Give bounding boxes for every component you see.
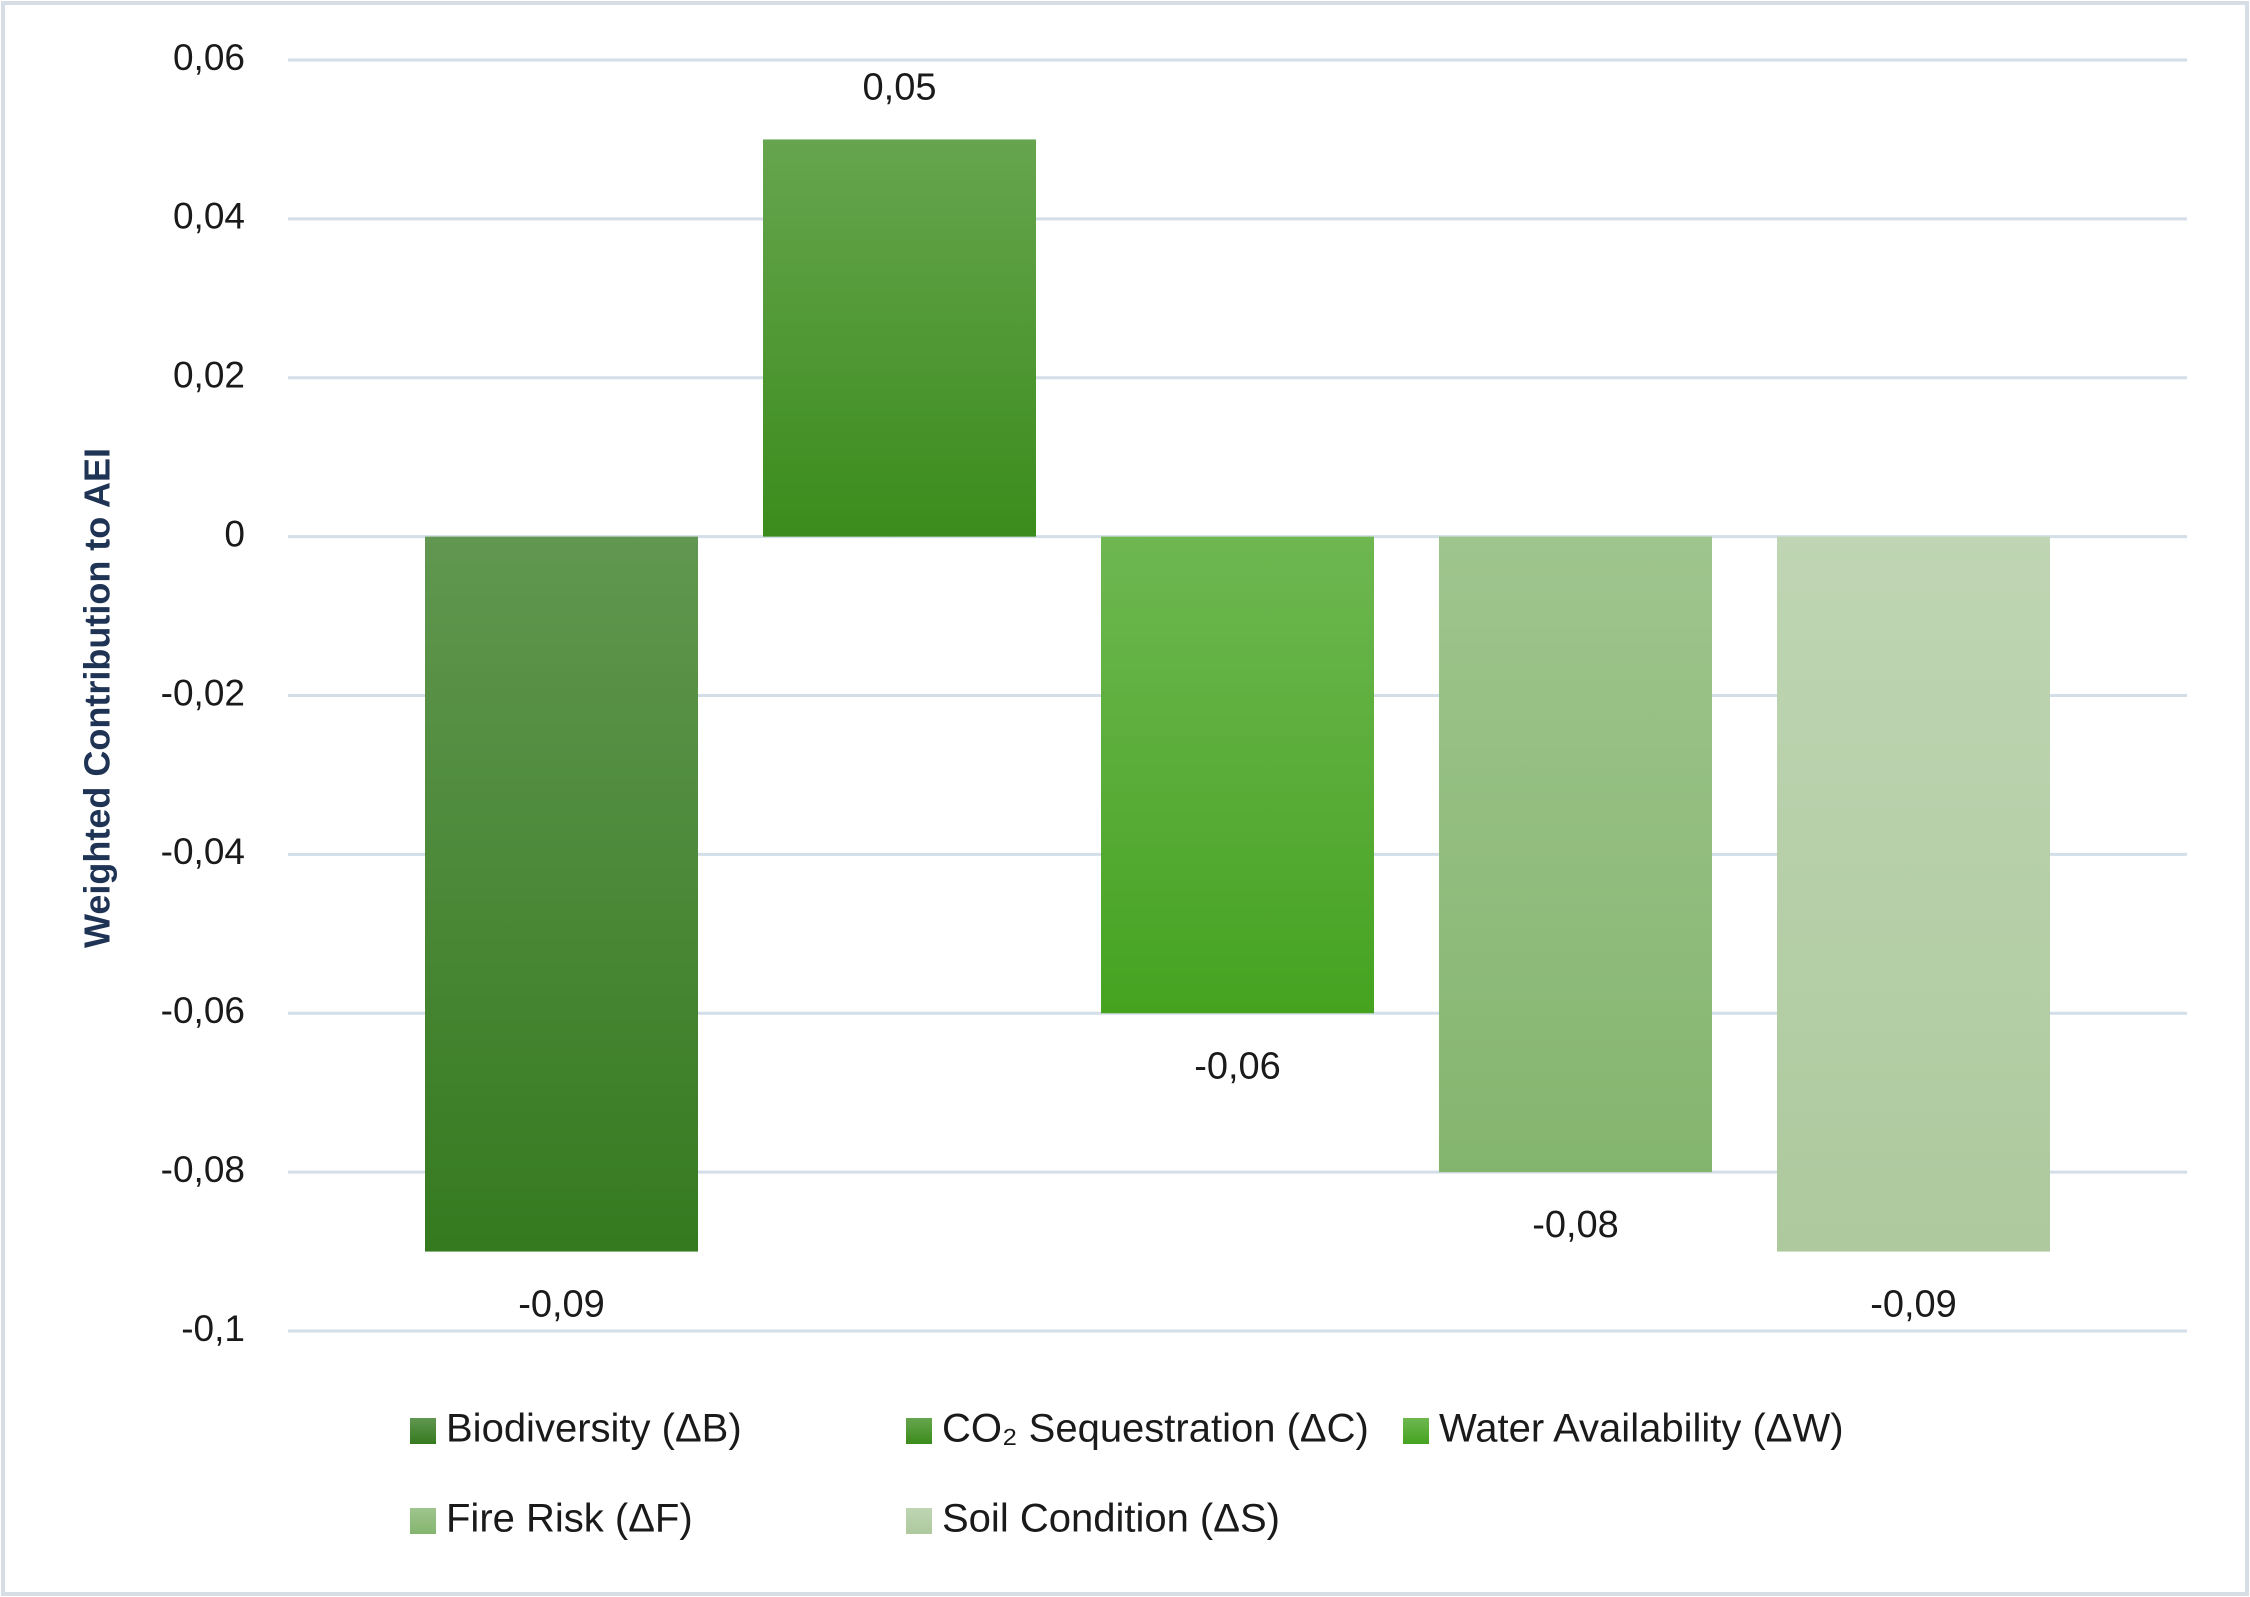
legend-swatch [906, 1508, 932, 1534]
legend-label: Soil Condition (ΔS) [942, 1497, 1280, 1541]
y-tick-label: 0,06 [173, 37, 245, 78]
y-tick-label: -0,06 [161, 990, 245, 1031]
data-label: -0,09 [518, 1284, 605, 1326]
bar [763, 139, 1036, 537]
legend-swatch [1403, 1418, 1429, 1444]
bar [425, 536, 698, 1252]
y-tick-label: 0,04 [173, 196, 245, 237]
data-label: -0,09 [1870, 1284, 1957, 1326]
data-label: -0,06 [1194, 1045, 1281, 1087]
y-tick-label: -0,02 [161, 672, 245, 713]
y-tick-label: -0,08 [161, 1149, 245, 1190]
data-label: -0,08 [1532, 1204, 1619, 1246]
bar [1777, 536, 2050, 1252]
bar [1101, 536, 1374, 1014]
legend-swatch [410, 1418, 436, 1444]
y-tick-label: -0,04 [161, 831, 245, 872]
y-tick-label: 0,02 [173, 355, 245, 396]
legend-label: Water Availability (ΔW) [1439, 1407, 1844, 1451]
legend-label: CO₂ Sequestration (ΔC) [942, 1407, 1369, 1451]
legend-swatch [906, 1418, 932, 1444]
legend-label: Fire Risk (ΔF) [446, 1497, 693, 1541]
y-axis-title: Weighted Contribution to AEI [77, 448, 118, 948]
legend-label: Biodiversity (ΔB) [446, 1407, 742, 1451]
bar [1439, 536, 1712, 1173]
y-tick-label: -0,1 [181, 1308, 245, 1349]
legend-swatch [410, 1508, 436, 1534]
data-label: 0,05 [863, 66, 937, 108]
y-tick-label: 0 [224, 513, 245, 554]
